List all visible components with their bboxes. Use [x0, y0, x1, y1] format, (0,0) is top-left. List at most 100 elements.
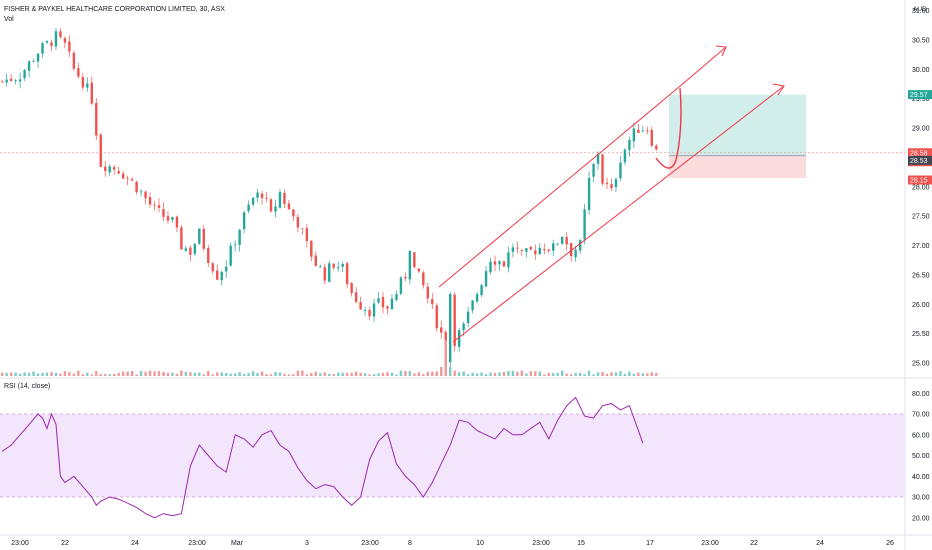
volume-bar [556, 372, 559, 376]
price-axis-tick: 29.50 [912, 96, 930, 103]
candle-body [426, 286, 429, 299]
candle-body [36, 53, 40, 62]
candle-body [144, 191, 147, 199]
time-axis-tick: 23:00 [361, 540, 379, 547]
volume-bar [59, 373, 62, 376]
volume-bar [337, 372, 340, 376]
entry-price-tag-bg [908, 155, 932, 165]
volume-bar [278, 372, 282, 376]
candle-body [265, 198, 268, 199]
volume-bar [193, 372, 197, 376]
candle-body [525, 248, 528, 252]
volume-bar [153, 371, 156, 376]
volume-bar [449, 367, 452, 376]
candle-body [637, 129, 640, 133]
time-axis-tick: Mar [231, 540, 244, 547]
volume-bar [166, 372, 170, 376]
candle-body [157, 205, 161, 208]
volume-bar [404, 371, 407, 376]
stop-zone [669, 155, 806, 179]
volume-bar [274, 372, 277, 376]
volume-bar [81, 374, 85, 376]
volume-bar [328, 373, 331, 376]
candle-body [207, 248, 210, 263]
candle-body [50, 42, 53, 47]
price-axis-tick: 27.50 [912, 214, 930, 221]
candle-body [77, 68, 80, 77]
volume-bar [32, 371, 35, 376]
volume-bar [637, 372, 640, 376]
price-axis-tick: 29.00 [912, 126, 930, 133]
volume-bar [628, 371, 631, 376]
volume-bar [350, 372, 353, 376]
candle-body [578, 240, 582, 251]
time-axis-tick: 22 [750, 540, 758, 547]
volume-bar [426, 371, 429, 376]
candle-body [211, 263, 214, 272]
forecast-curve [655, 87, 682, 169]
volume-bar [650, 372, 653, 376]
candle-body [466, 311, 470, 323]
volume-bar [457, 372, 461, 376]
candle-body [171, 217, 174, 220]
candle-body [328, 263, 331, 282]
volume-bar [220, 372, 223, 376]
rsi-axis-tick: 70.00 [912, 412, 930, 419]
price-axis-tick: 27.00 [912, 243, 930, 250]
volume-bar [175, 373, 179, 376]
volume-bar [359, 372, 362, 376]
volume-bar [130, 370, 134, 376]
candle-body [538, 247, 541, 255]
candle-body [23, 70, 26, 79]
candle-body [59, 31, 62, 38]
volume-bar [242, 373, 246, 376]
candle-body [363, 310, 367, 311]
candle-body [68, 41, 71, 52]
volume-bar [610, 372, 613, 376]
rsi-axis-tick: 20.00 [912, 515, 930, 522]
candle-body [27, 61, 31, 71]
arrow-head-upper [715, 45, 727, 57]
volume-bar [587, 370, 591, 376]
volume-bar [354, 371, 358, 376]
candle-body [242, 212, 246, 230]
time-axis-tick: 23:00 [532, 540, 550, 547]
volume-bar [72, 373, 76, 376]
volume-bar [283, 373, 286, 376]
rsi-axis-tick: 30.00 [912, 495, 930, 502]
candle-body [399, 277, 403, 294]
volume-bar [99, 374, 102, 376]
candle-body [104, 166, 107, 171]
candle-body [547, 249, 550, 251]
candle-body [377, 298, 380, 303]
candle-body [610, 184, 613, 189]
volume-bar [86, 372, 89, 376]
candle-body [260, 193, 264, 199]
candle-body [193, 243, 197, 254]
candle-body [574, 249, 577, 258]
volume-bar [471, 372, 474, 376]
volume-bar [431, 371, 434, 376]
candle-body [655, 145, 658, 150]
volume-bar [54, 372, 58, 376]
volume-bar [601, 371, 604, 376]
volume-bar [520, 370, 524, 376]
volume-bar [363, 373, 367, 376]
volume-bar [646, 373, 649, 376]
volume-bar [229, 373, 232, 376]
volume-bar [319, 373, 322, 376]
time-axis-tick: 23:00 [188, 540, 206, 547]
candle-body [9, 78, 13, 81]
volume-bar [314, 371, 317, 376]
candle-body [81, 77, 85, 88]
volume-bar [90, 374, 93, 376]
stop-price-tag: 28.15 [910, 178, 928, 185]
volume-bar [538, 371, 541, 376]
candle-body [619, 162, 622, 179]
candle-body [166, 216, 170, 221]
volume-bar [341, 372, 344, 376]
candle-body [225, 266, 228, 272]
candle-body [605, 182, 609, 185]
